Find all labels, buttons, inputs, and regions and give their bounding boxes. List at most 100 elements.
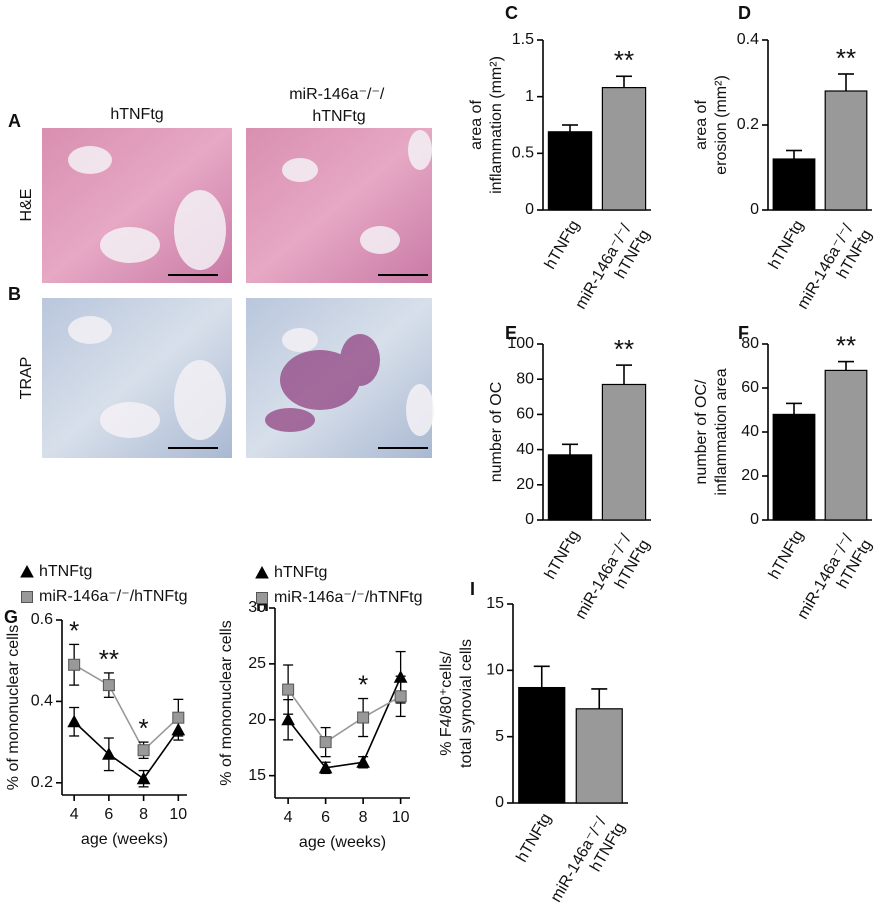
x-tick-label: 4 <box>284 809 293 826</box>
he-image-2 <box>246 128 432 283</box>
y-axis-label: % of mononuclear cells <box>218 620 235 785</box>
x-tick-label: miR-146a⁻/⁻/ hTNFtg <box>548 811 629 903</box>
legend-label: hTNFtg <box>274 564 327 581</box>
y-tick-label: 20 <box>741 467 759 484</box>
y-axis-label: number of OC <box>488 382 505 482</box>
panel-label: I <box>470 579 475 599</box>
marker <box>394 690 407 703</box>
row-label: H&E <box>18 189 35 222</box>
significance: ** <box>99 644 119 674</box>
significance: ** <box>836 330 856 360</box>
x-tick-label: hTNFtg <box>766 528 807 583</box>
marker <box>67 714 81 728</box>
x-tick-label: 6 <box>321 809 330 826</box>
y-tick-label: 40 <box>516 441 534 458</box>
panel-label: G <box>4 607 18 627</box>
y-tick-label: 0.2 <box>31 774 53 791</box>
marker <box>137 744 150 757</box>
x-tick-label: hTNFtg <box>766 218 807 273</box>
y-tick-label: 20 <box>516 476 534 493</box>
y-tick-label: 25 <box>248 655 266 672</box>
bar <box>547 454 593 521</box>
panel-label: E <box>505 323 517 343</box>
marker <box>282 683 295 696</box>
marker <box>255 565 269 579</box>
marker <box>172 711 185 724</box>
y-tick-label: 0 <box>525 201 534 218</box>
panel-label: C <box>505 3 518 23</box>
x-tick-label: miR-146a⁻/⁻/ hTNFtg <box>573 218 654 322</box>
x-axis-label: age (weeks) <box>299 834 386 851</box>
x-tick-label: miR-146a⁻/⁻/ hTNFtg <box>795 218 876 322</box>
marker <box>102 679 115 692</box>
y-tick-label: 80 <box>516 370 534 387</box>
x-axis-label: age (weeks) <box>81 831 168 848</box>
y-tick-label: 0 <box>495 794 504 811</box>
series-line <box>73 721 179 780</box>
y-tick-label: 0 <box>525 511 534 528</box>
row-label: TRAP <box>18 357 35 400</box>
column-title: miR-146a⁻/⁻/ hTNFtg <box>289 86 389 125</box>
y-axis-label: inflammation (mm²) <box>488 56 505 194</box>
series-line <box>287 689 402 744</box>
y-tick-label: 10 <box>486 662 504 679</box>
bar <box>575 708 623 804</box>
y-axis-label: total synovial cells <box>458 639 475 768</box>
y-axis-label: % F4/80⁺cells/ <box>438 651 455 756</box>
panel-label: A <box>8 111 21 131</box>
trap-stain <box>265 334 380 432</box>
y-axis-label: erosion (mm²) <box>713 75 730 175</box>
marker <box>357 711 370 724</box>
marker <box>102 747 116 760</box>
y-axis-label: number of OC/ <box>693 379 710 484</box>
panel-label: F <box>738 323 749 343</box>
marker <box>319 736 332 749</box>
y-axis-label: % of mononuclear cells <box>5 625 22 790</box>
y-tick-label: 40 <box>741 423 759 440</box>
significance: ** <box>614 334 634 364</box>
y-tick-label: 60 <box>741 379 759 396</box>
y-axis-label: inflammation area <box>713 368 730 495</box>
series-line <box>73 664 179 752</box>
x-tick-label: 6 <box>104 806 113 823</box>
x-tick-label: hTNFtg <box>513 811 554 866</box>
significance: ** <box>614 45 634 75</box>
bar <box>601 383 647 521</box>
y-tick-label: 0 <box>750 201 759 218</box>
x-tick-label: 8 <box>139 806 148 823</box>
panel-label: D <box>738 3 751 23</box>
column-title: hTNFtg <box>110 106 163 123</box>
bar <box>772 158 816 211</box>
marker <box>68 658 81 671</box>
y-tick-label: 0.2 <box>737 116 759 133</box>
y-tick-label: 0.4 <box>737 31 759 48</box>
legend-label: miR-146a⁻/⁻/hTNFtg <box>39 588 187 605</box>
bar <box>518 686 566 804</box>
y-tick-label: 15 <box>486 595 504 612</box>
series-line <box>287 676 402 769</box>
y-tick-label: 5 <box>495 728 504 745</box>
x-tick-label: miR-146a⁻/⁻/ hTNFtg <box>795 528 876 632</box>
y-tick-label: 80 <box>741 335 759 352</box>
marker <box>356 755 370 768</box>
bar <box>824 90 868 211</box>
tissue-texture <box>68 130 434 440</box>
scale-bars <box>168 274 428 449</box>
bar <box>601 86 647 211</box>
bar <box>772 413 816 521</box>
marker <box>20 564 34 578</box>
x-tick-label: 10 <box>392 809 410 826</box>
x-tick-label: hTNFtg <box>542 528 583 583</box>
x-tick-label: 4 <box>70 806 79 823</box>
y-tick-label: 0 <box>750 511 759 528</box>
y-tick-label: 0.4 <box>31 693 53 710</box>
panel-label: B <box>8 284 21 304</box>
significance: * <box>139 713 149 743</box>
y-axis-label: area of <box>693 100 710 150</box>
y-tick-label: 100 <box>507 335 534 352</box>
y-tick-label: 1.5 <box>512 31 534 48</box>
x-tick-label: 10 <box>169 806 187 823</box>
marker <box>318 760 333 774</box>
x-tick-label: 8 <box>359 809 368 826</box>
